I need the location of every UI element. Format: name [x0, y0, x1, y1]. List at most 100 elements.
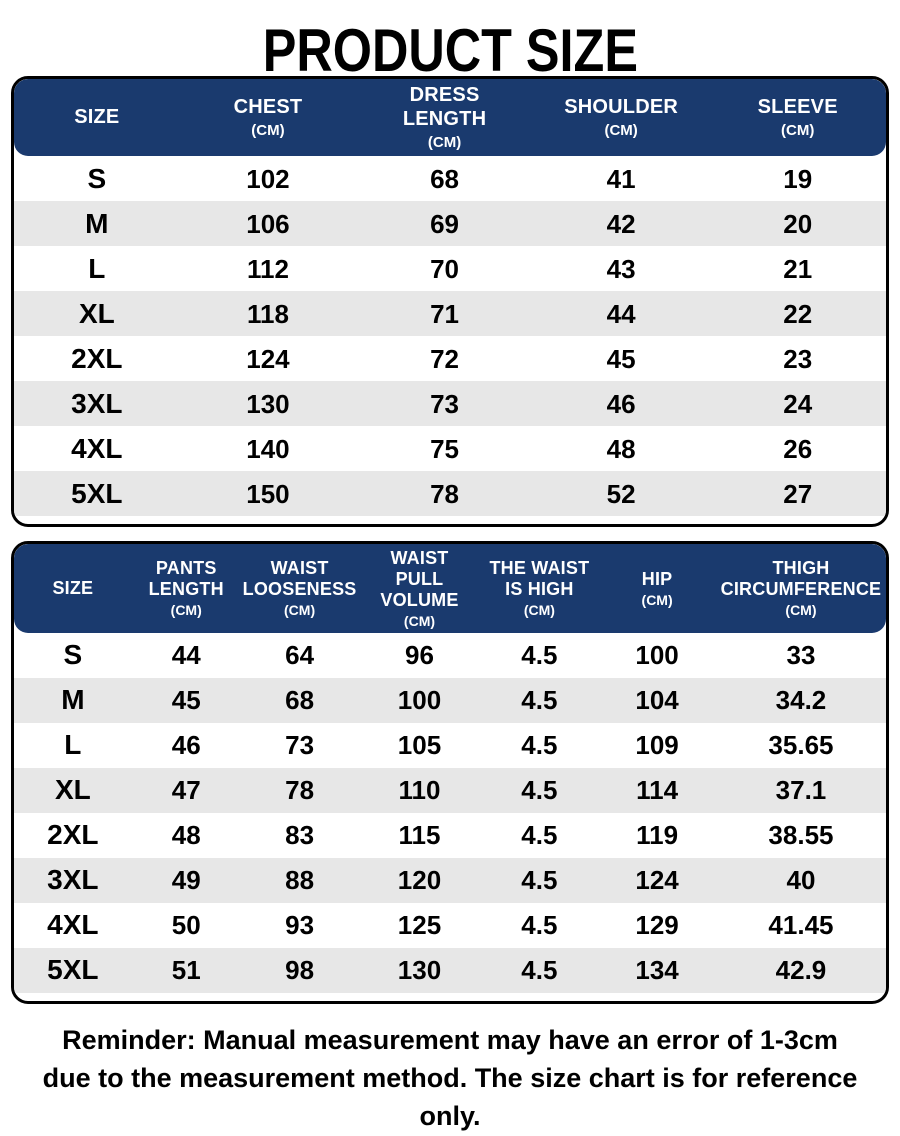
size-label: 3XL	[47, 864, 99, 896]
table-row-m: M 106 69 42 20	[14, 201, 886, 246]
table-row-l: L 112 70 43 21	[14, 246, 886, 291]
table-row-m: M 45 68 100 4.5 104 34.2	[14, 677, 886, 723]
measurement-value: 46	[171, 730, 201, 761]
garment-top-body: S 102 68 41 19 M 106 69 42 20 L 112 70 43 21 XL 118 71 44 2…	[14, 156, 886, 516]
measurement-value: 49	[171, 865, 201, 896]
pants-body: S 44 64 96 4.5 100 33 M 45 68 100 4.5 104 34.2 L 46 73 10…	[14, 632, 886, 993]
column-label: PANTS LENGTH	[148, 558, 224, 600]
column-unit: (CM)	[604, 122, 638, 140]
measurement-value: 75	[430, 433, 459, 464]
reminder-line-2: due to the measurement method. The size …	[42, 1062, 858, 1132]
table-row-2xl: 2XL 124 72 45 23	[14, 336, 886, 381]
table-row-3xl: 3XL 130 73 46 24	[14, 381, 886, 426]
measurement-value: 38.55	[768, 820, 834, 851]
table-row-2xl: 2XL 48 83 115 4.5 119 38.55	[14, 812, 886, 858]
measurement-value: 4.5	[521, 640, 558, 671]
table-row-3xl: 3XL 49 88 120 4.5 124 40	[14, 857, 886, 903]
measurement-value: 83	[285, 820, 315, 851]
measurement-value: 45	[606, 343, 636, 374]
reminder-line-1: Reminder: Manual measurement may have an…	[62, 1024, 838, 1055]
pants-size-table: SIZE PANTS LENGTH (CM) WAIST LOOSENESS (CM) WAI…	[11, 541, 889, 1004]
measurement-value: 23	[783, 343, 813, 374]
table-row-4xl: 4XL 140 75 48 26	[14, 426, 886, 471]
measurement-value: 110	[398, 775, 441, 806]
measurement-value: 78	[430, 478, 459, 509]
measurement-value: 22	[783, 298, 813, 329]
pants-header-row: SIZE PANTS LENGTH (CM) WAIST LOOSENESS (CM) WAI…	[14, 544, 886, 633]
measurement-value: 34.2	[775, 685, 827, 716]
column-header-size: SIZE	[14, 578, 132, 599]
measurement-value: 109	[635, 730, 679, 761]
measurement-value: 105	[397, 730, 442, 761]
measurement-value: 52	[606, 478, 636, 509]
column-label: THIGH CIRCUMFERENCE	[720, 558, 882, 600]
measurement-value: 42.9	[775, 955, 827, 986]
measurement-value: 78	[285, 775, 315, 806]
measurement-value: 26	[783, 433, 813, 464]
column-label: SIZE	[74, 105, 120, 128]
column-label: SIZE	[52, 577, 94, 598]
measurement-value: 96	[405, 640, 434, 671]
measurement-value: 68	[285, 685, 315, 716]
table-row-s: S 44 64 96 4.5 100 33	[14, 632, 886, 678]
column-header-thigh-circumference: THIGH CIRCUMFERENCE (CM)	[716, 558, 886, 618]
measurement-value: 41.45	[768, 910, 834, 941]
column-header-shoulder: SHOULDER (CM)	[533, 96, 710, 139]
measurement-value: 124	[246, 343, 290, 374]
column-header-pants-length: PANTS LENGTH (CM)	[132, 558, 241, 618]
measurement-value: 46	[606, 388, 636, 419]
column-label: CHEST	[233, 95, 303, 118]
garment-top-size-table: SIZE CHEST (CM) DRESS LENGTH (CM) SHOULDER (CM)…	[11, 76, 889, 527]
size-label: 4XL	[71, 432, 123, 464]
measurement-value: 48	[171, 820, 201, 851]
column-unit: (CM)	[641, 591, 673, 608]
measurement-value: 4.5	[521, 955, 558, 986]
measurement-value: 4.5	[521, 685, 558, 716]
measurement-value: 93	[285, 910, 315, 941]
size-label: 4XL	[47, 909, 99, 941]
measurement-value: 71	[430, 298, 459, 329]
measurement-value: 44	[606, 298, 636, 329]
measurement-value: 4.5	[521, 820, 558, 851]
garment-top-header-row: SIZE CHEST (CM) DRESS LENGTH (CM) SHOULDER (CM)…	[14, 79, 886, 156]
table-row-l: L 46 73 105 4.5 109 35.65	[14, 722, 886, 768]
column-header-waist-pull-volume: WAIST PULL VOLUME (CM)	[358, 548, 480, 629]
measurement-value: 44	[171, 640, 201, 671]
size-label: S	[63, 639, 83, 671]
size-label: L	[88, 252, 106, 284]
size-label: 5XL	[47, 954, 99, 986]
size-chart-page: PRODUCT SIZE SIZE CHEST (CM) DRESS LENGTH (CM…	[11, 21, 889, 1131]
measurement-value: 4.5	[521, 730, 558, 761]
measurement-value: 45	[171, 685, 201, 716]
measurement-value: 20	[783, 208, 813, 239]
measurement-value: 69	[430, 208, 459, 239]
measurement-value: 50	[171, 910, 201, 941]
measurement-value: 98	[285, 955, 315, 986]
table-row-s: S 102 68 41 19	[14, 156, 886, 201]
size-label: S	[87, 162, 107, 194]
measurement-value: 24	[783, 388, 813, 419]
measurement-value: 68	[430, 163, 459, 194]
measurement-value: 88	[285, 865, 315, 896]
measurement-value: 64	[285, 640, 315, 671]
measurement-value: 118	[246, 298, 289, 329]
measurement-value: 134	[635, 955, 679, 986]
table-row-xl: XL 47 78 110 4.5 114 37.1	[14, 767, 886, 813]
column-unit: (CM)	[523, 602, 555, 619]
column-unit: (CM)	[251, 122, 285, 140]
measurement-value: 70	[430, 253, 459, 284]
measurement-value: 37.1	[775, 775, 827, 806]
measurement-value: 124	[635, 865, 679, 896]
column-header-chest: CHEST (CM)	[180, 96, 357, 139]
measurement-value: 104	[635, 685, 679, 716]
size-label: M	[61, 684, 85, 716]
measurement-value: 35.65	[768, 730, 834, 761]
column-unit: (CM)	[781, 122, 815, 140]
table-row-5xl: 5XL 150 78 52 27	[14, 471, 886, 516]
measurement-value: 150	[246, 478, 290, 509]
size-label: 5XL	[71, 477, 123, 509]
column-header-dress-length: DRESS LENGTH (CM)	[356, 84, 533, 150]
measurement-value: 4.5	[521, 910, 558, 941]
size-label: XL	[54, 774, 91, 806]
size-label: 3XL	[71, 387, 123, 419]
